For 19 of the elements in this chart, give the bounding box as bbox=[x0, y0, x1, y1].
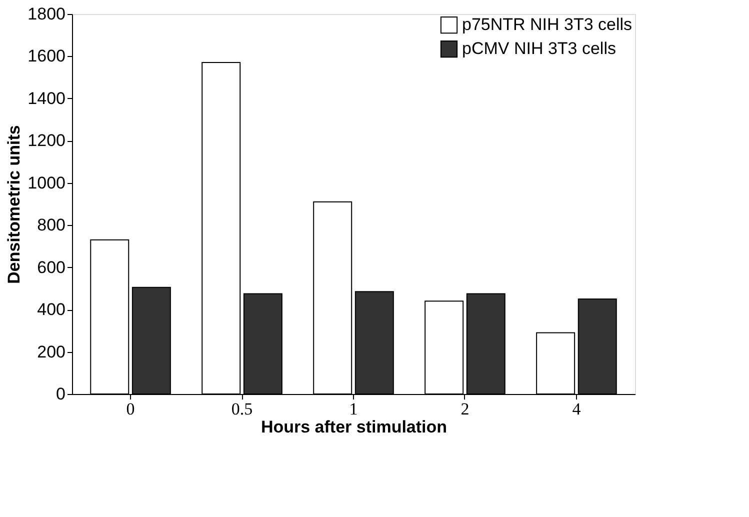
legend-label: p75NTR NIH 3T3 cells bbox=[462, 15, 632, 34]
legend-label: pCMV NIH 3T3 cells bbox=[462, 39, 616, 58]
y-tick-label: 800 bbox=[37, 216, 66, 235]
y-tick-label: 0 bbox=[56, 384, 66, 404]
x-tick-label: 2 bbox=[460, 400, 470, 418]
x-tick-label: 4 bbox=[572, 400, 582, 418]
y-tick-label: 1800 bbox=[28, 4, 66, 24]
y-tick-label: 400 bbox=[37, 300, 66, 320]
y-tick-label: 1400 bbox=[28, 88, 66, 108]
y-tick-label: 600 bbox=[37, 258, 66, 277]
x-tick-label: 0 bbox=[126, 400, 135, 418]
y-axis-title: Densitometric units bbox=[4, 125, 24, 284]
x-tick-label: 0.5 bbox=[231, 400, 253, 418]
x-axis-title: Hours after stimulation bbox=[260, 418, 448, 436]
y-tick-label: 1200 bbox=[28, 131, 66, 150]
y-tick-label: 1000 bbox=[28, 173, 66, 192]
x-tick-label: 1 bbox=[349, 400, 358, 418]
y-tick-label: 1600 bbox=[28, 46, 66, 66]
y-tick-label: 200 bbox=[37, 342, 66, 362]
